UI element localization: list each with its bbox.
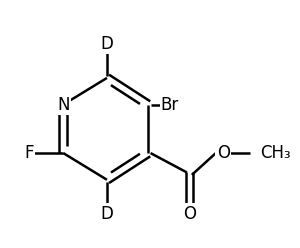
Text: O: O	[217, 144, 230, 162]
Text: O: O	[183, 205, 196, 223]
Text: CH₃: CH₃	[260, 144, 290, 162]
Text: Br: Br	[161, 96, 179, 114]
Text: D: D	[100, 35, 113, 53]
Text: F: F	[25, 144, 34, 162]
Text: D: D	[100, 205, 113, 223]
Text: N: N	[57, 96, 70, 114]
